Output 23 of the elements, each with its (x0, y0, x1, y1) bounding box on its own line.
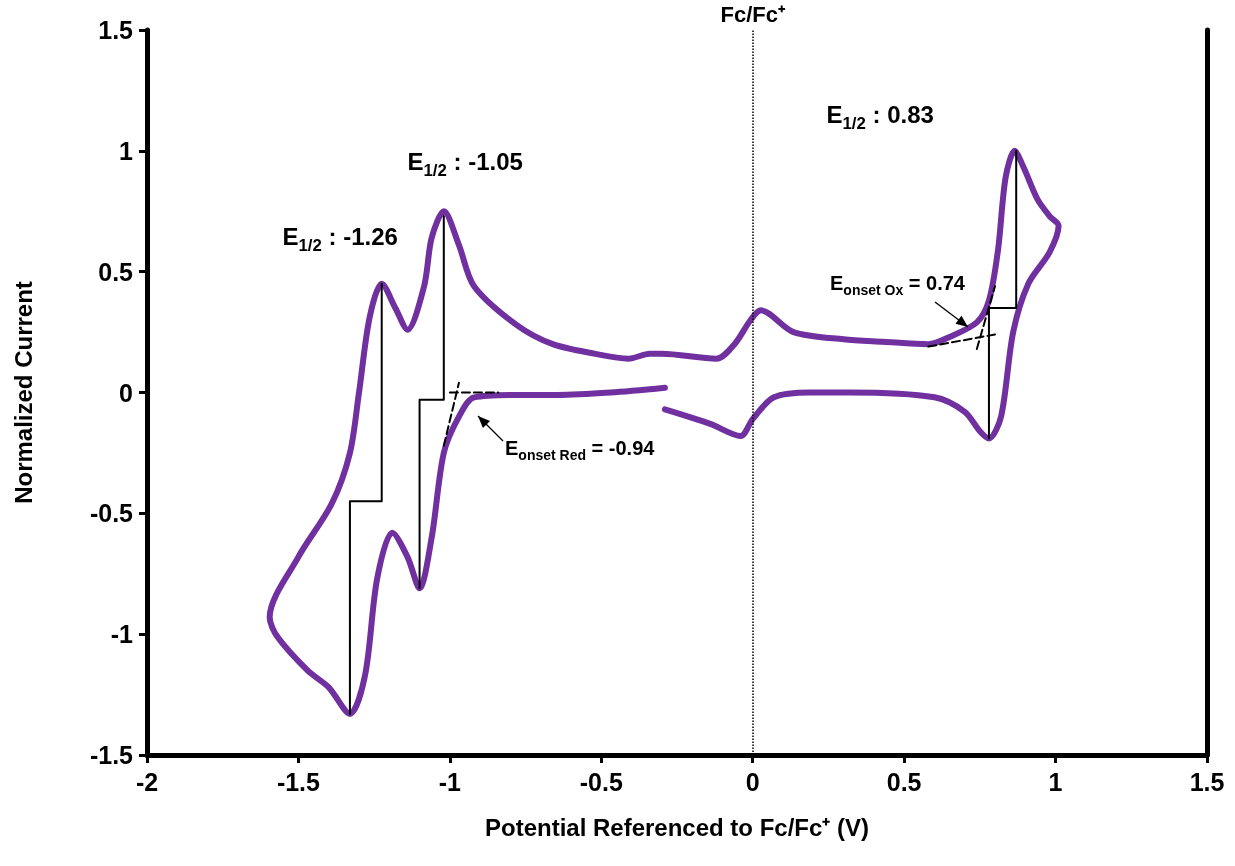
y-tick-label: 0.5 (98, 257, 134, 286)
x-tick-label: 0.5 (886, 767, 922, 796)
y-tick-label: 1 (119, 136, 134, 165)
y-tick-label: 1.5 (98, 16, 134, 44)
y-tick-label: -1 (110, 620, 134, 649)
annotation: E$_{1/2}$ : 0.83 (826, 101, 934, 133)
x-tick-label: -2 (135, 767, 159, 796)
y-tick-label: -1.5 (89, 741, 134, 769)
x-tick-label: 1.5 (1189, 767, 1225, 796)
annotation: E$_{onset Ox}$ = 0.74 (830, 272, 965, 298)
y-tick-label: 0 (119, 378, 133, 407)
x-tick-label: 1 (1048, 767, 1063, 796)
annotation: E$_{1/2}$ : -1.05 (407, 148, 523, 180)
x-tick-label: -0.5 (579, 767, 623, 796)
annotation: E$_{1/2}$ : -1.26 (282, 223, 398, 255)
y-axis-title: Normalized Current (9, 281, 37, 504)
annotation: E$_{onset Red}$ = -0.94 (505, 437, 655, 463)
x-tick-label: -1.5 (276, 767, 321, 796)
ref-line-label: Fc/Fc⁺ (720, 1, 786, 27)
x-axis-title: Potential Referenced to Fc/Fc⁺ (V) (484, 813, 870, 841)
x-tick-label: -1 (438, 767, 462, 796)
y-tick-label: -0.5 (89, 499, 134, 528)
x-tick-label: 0 (745, 767, 760, 796)
